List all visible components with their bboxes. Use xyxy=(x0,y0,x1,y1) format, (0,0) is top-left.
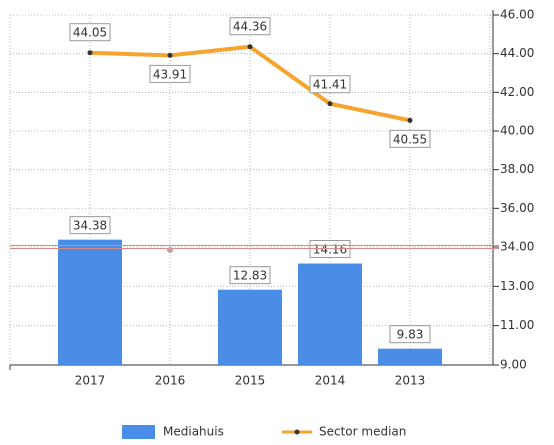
y-tick-label: 44.00 xyxy=(500,46,534,60)
value-label-box xyxy=(229,17,271,36)
bar xyxy=(58,239,122,365)
value-label: 41.41 xyxy=(313,78,347,92)
x-tick-label: 2017 xyxy=(75,374,106,388)
value-label: 14.16 xyxy=(313,243,347,257)
bar xyxy=(378,348,442,365)
bar xyxy=(218,289,282,365)
y-tick-label: 9.00 xyxy=(500,358,527,372)
value-label: 40.55 xyxy=(393,132,427,146)
y-tick-label: 34.00 xyxy=(500,240,534,254)
bar xyxy=(298,263,362,365)
value-label: 43.91 xyxy=(153,67,187,81)
x-tick-label: 2015 xyxy=(235,374,266,388)
line-marker xyxy=(167,52,173,58)
y-tick-label: 40.00 xyxy=(500,124,534,138)
value-label-box xyxy=(69,216,111,235)
value-label-box xyxy=(309,240,351,259)
value-label-box xyxy=(309,75,351,94)
legend-swatch xyxy=(122,425,155,439)
y-tick-label: 38.00 xyxy=(500,162,534,176)
value-label: 44.36 xyxy=(233,20,267,34)
line-marker xyxy=(407,117,413,123)
value-label: 9.83 xyxy=(397,328,424,342)
legend-label: Mediahuis xyxy=(163,425,224,439)
value-label-box xyxy=(69,23,111,42)
value-label-box xyxy=(389,325,431,344)
y-tick-label: 42.00 xyxy=(500,85,534,99)
x-tick-label: 2016 xyxy=(155,374,186,388)
value-label: 12.83 xyxy=(233,269,267,283)
value-label-box xyxy=(149,64,191,83)
legend-marker xyxy=(294,429,300,435)
y-tick-label: 46.00 xyxy=(500,8,534,22)
y-tick-label: 11.00 xyxy=(500,318,534,332)
value-label-box xyxy=(389,129,431,148)
legend-label: Sector median xyxy=(319,425,406,439)
y-tick-label: 13.00 xyxy=(500,279,534,293)
break-marker xyxy=(167,247,173,253)
x-tick-label: 2013 xyxy=(395,374,426,388)
line-marker xyxy=(327,101,333,107)
value-label: 34.38 xyxy=(73,219,107,233)
line-marker xyxy=(247,44,253,50)
value-label: 44.05 xyxy=(73,26,107,40)
value-label-box xyxy=(229,266,271,285)
x-tick-label: 2014 xyxy=(315,374,346,388)
line-marker xyxy=(87,50,93,56)
y-tick-label: 36.00 xyxy=(500,201,534,215)
